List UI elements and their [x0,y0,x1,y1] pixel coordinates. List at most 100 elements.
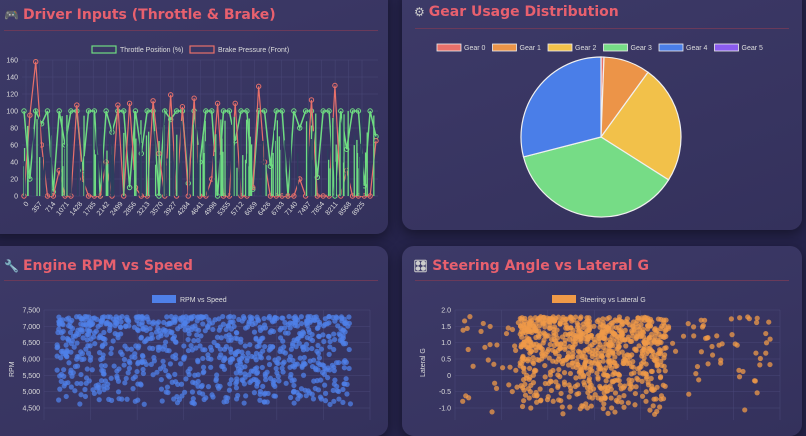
data-point [198,315,204,321]
data-point [185,336,191,343]
data-point [210,326,216,333]
data-point [603,365,609,371]
data-point [260,383,266,389]
data-point [573,375,579,381]
data-point [298,331,304,337]
data-point [650,403,656,409]
data-point [641,355,647,361]
data-point [542,362,548,369]
data-point [489,409,495,415]
data-point [686,391,692,397]
data-point [577,315,583,322]
data-point [587,343,593,349]
data-point [648,348,655,354]
data-point [367,193,373,199]
y-tick-label: 0.5 [441,357,451,364]
data-point [586,315,592,321]
data-point [658,393,665,399]
data-point [608,395,614,401]
legend-swatch [91,45,117,54]
data-point [634,375,640,381]
data-point [127,360,133,366]
data-point [218,335,224,341]
data-point [622,383,628,389]
data-point [314,325,320,332]
data-point [627,338,634,344]
data-point [634,318,640,324]
data-point [228,349,234,355]
data-point [60,328,66,334]
data-point [198,333,204,339]
data-point [614,346,620,352]
data-point [200,321,206,327]
data-point [709,343,715,350]
data-point [705,361,711,367]
data-point [580,321,586,327]
data-point [604,316,610,322]
data-point [148,361,154,367]
data-point [619,399,625,405]
data-point [239,377,245,383]
data-point [142,339,148,345]
data-point [333,314,339,320]
y-tick-label: 20 [10,177,18,184]
data-point [209,108,215,114]
data-point [155,347,162,353]
data-point [122,380,128,386]
data-point [268,328,275,334]
data-point [559,404,565,410]
data-point [171,396,177,402]
data-point [259,364,265,371]
data-point [566,382,572,388]
data-point [736,367,742,373]
data-point [224,398,230,405]
data-point [21,108,27,114]
data-point [600,405,606,412]
data-point [114,319,120,326]
data-point [255,379,261,385]
data-point [79,356,85,363]
data-point [574,391,580,397]
data-point [104,385,110,391]
data-point [517,360,523,366]
data-point [524,327,530,333]
data-point [560,411,566,417]
data-point [533,389,539,396]
data-point [460,327,466,333]
data-point [197,343,203,349]
data-point [61,383,67,389]
data-point [583,401,589,407]
gear-icon: ⚙ [414,5,425,19]
data-point [85,350,92,356]
data-point [191,338,197,344]
data-point [565,350,572,356]
data-point [247,314,253,320]
data-point [298,320,305,327]
data-point [550,398,556,404]
data-point [520,355,526,361]
data-point [140,366,146,373]
data-point [600,358,606,364]
data-point [584,321,590,327]
data-point [561,340,568,347]
data-point [579,403,585,409]
y-tick-label: 120 [6,92,18,99]
data-point [63,393,69,400]
data-point [630,333,636,339]
data-point [86,320,92,326]
data-point [672,348,679,354]
x-tick-label: 5712 [230,201,245,218]
data-point [256,343,262,349]
x-tick-label: 2856 [123,201,138,218]
data-point [188,315,194,321]
data-point [331,331,337,337]
data-point [102,363,108,369]
data-point [296,392,302,398]
data-point [520,377,527,383]
data-point [103,321,109,327]
driver-inputs-title: 🎮 Driver Inputs (Throttle & Brake) [4,7,276,23]
data-point [554,335,560,341]
x-tick-label: 5355 [217,201,232,218]
x-tick-label: 6783 [271,201,286,218]
data-point [646,335,652,341]
